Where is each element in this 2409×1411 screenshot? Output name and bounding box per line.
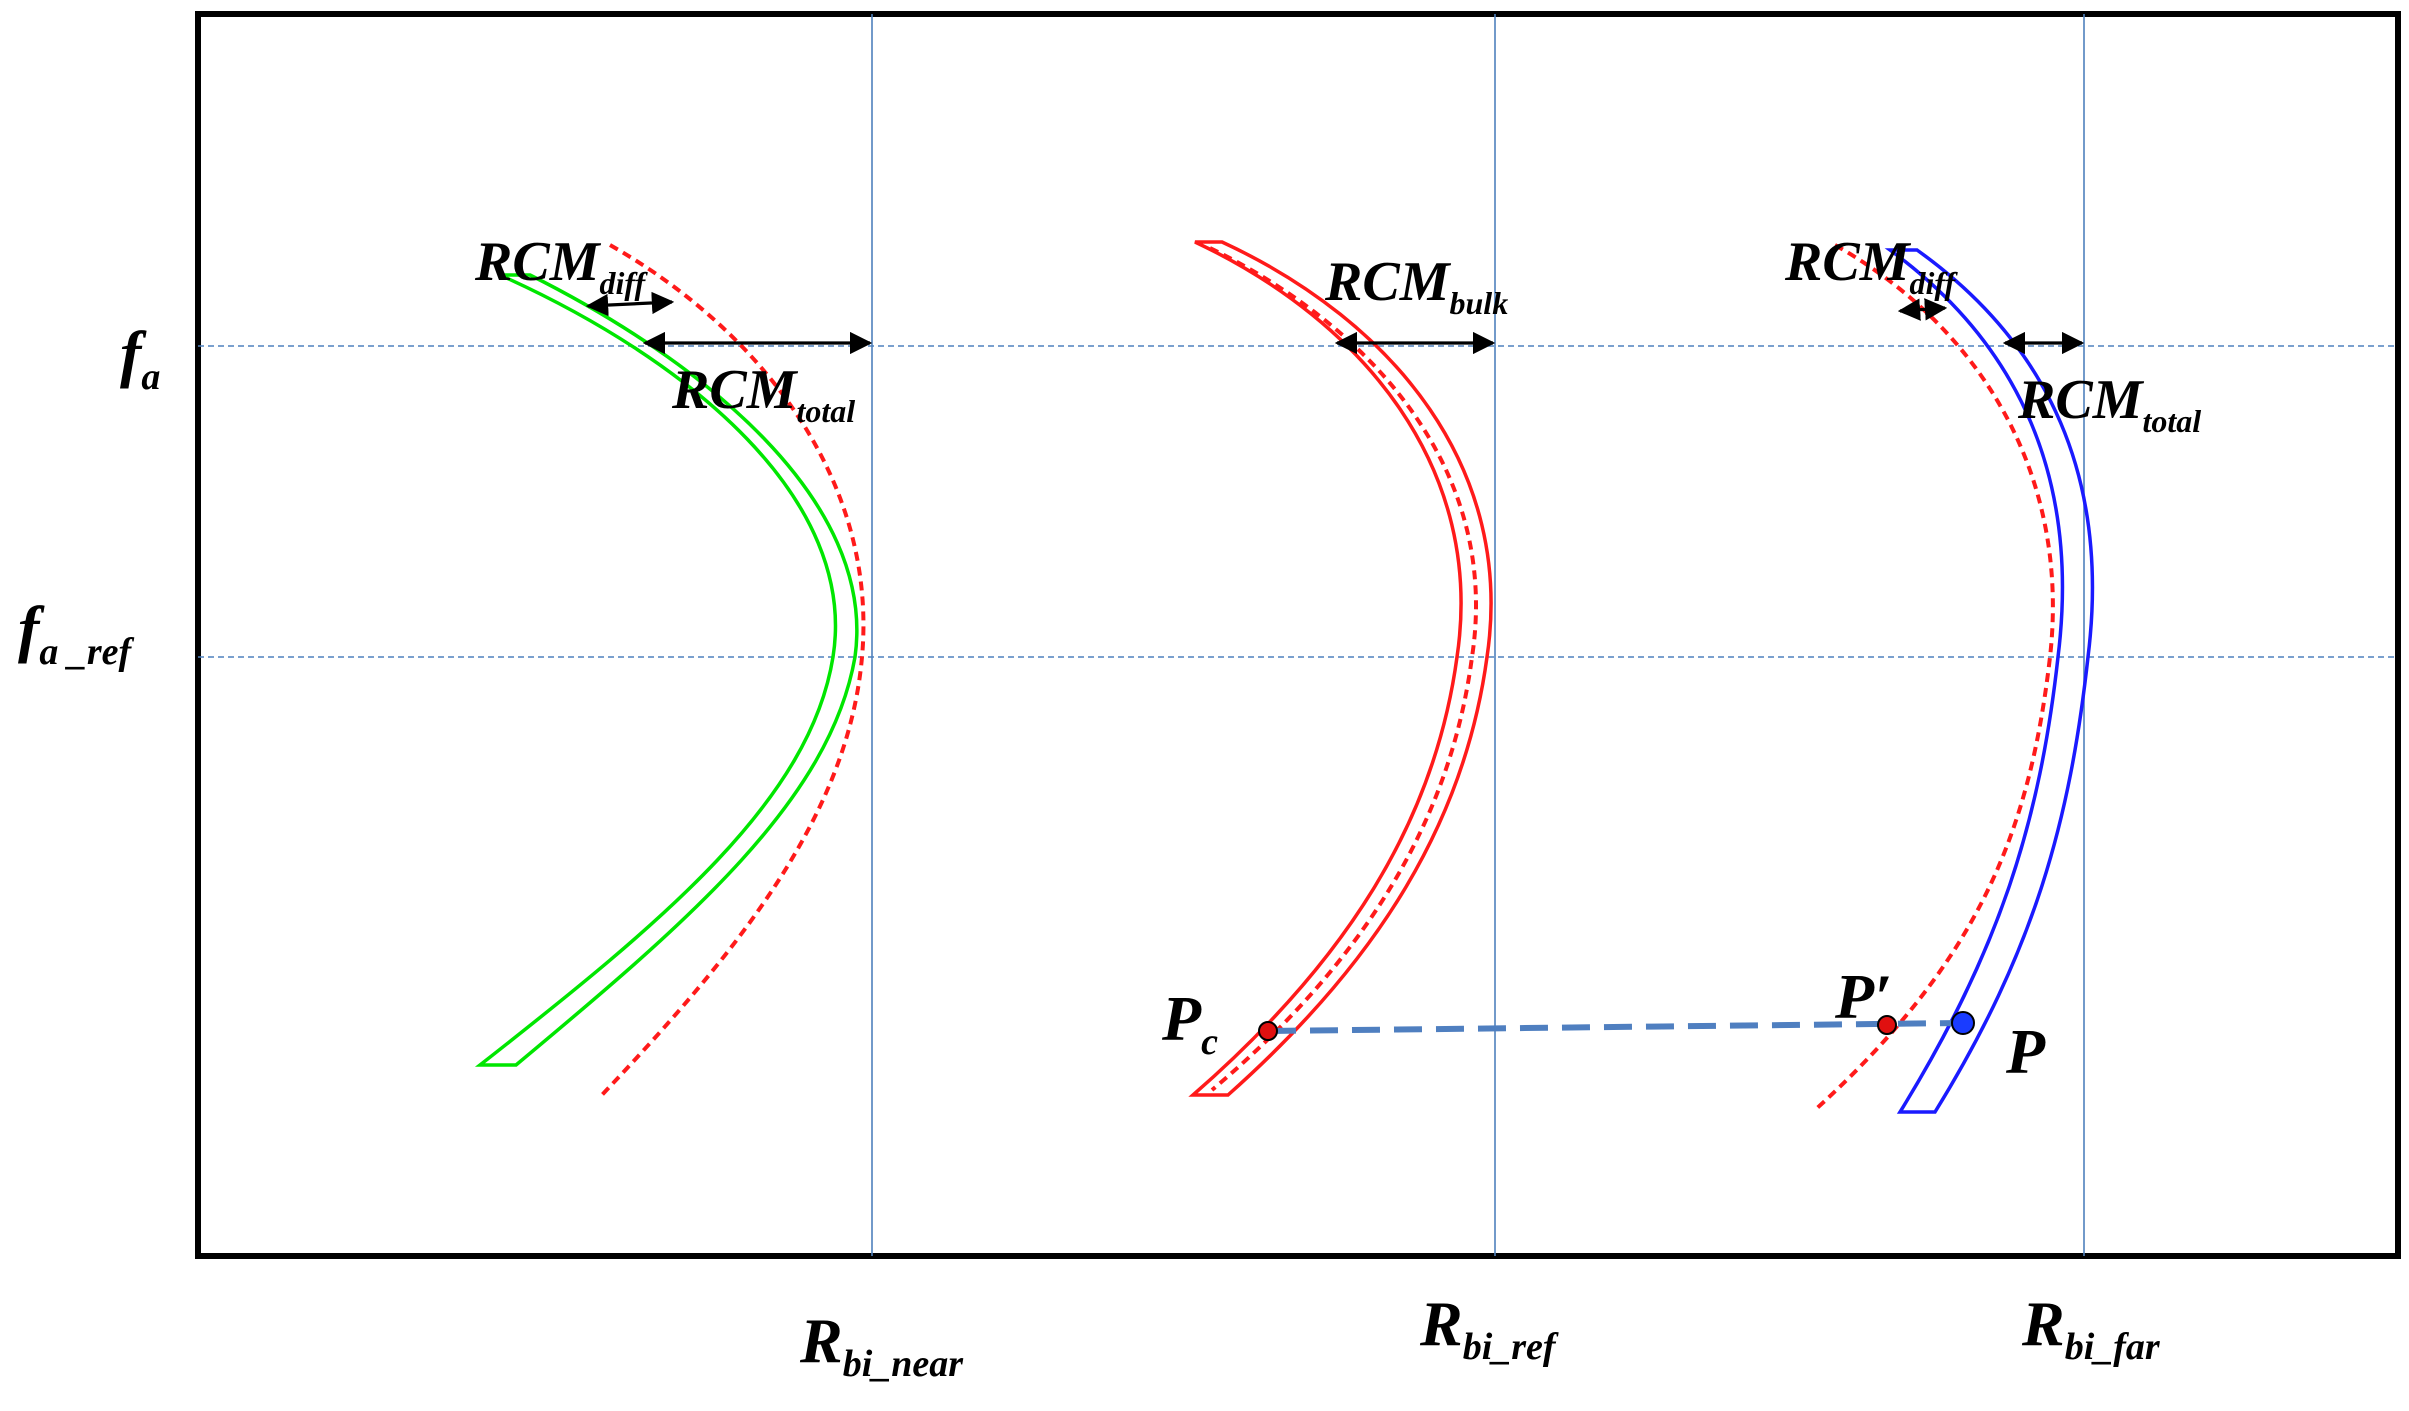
near-curve-band bbox=[474, 273, 859, 1067]
label-fa: fa bbox=[120, 318, 160, 398]
label-p: P bbox=[2005, 1016, 2046, 1087]
measurement-arrows bbox=[585, 291, 2085, 355]
ref-curve-band bbox=[1188, 240, 1493, 1097]
label-near-rcm-diff: RCMdiff bbox=[474, 231, 648, 301]
label-r-ref: Rbi_ref bbox=[1419, 1288, 1559, 1368]
label-r-far: Rbi_far bbox=[2021, 1288, 2161, 1368]
label-far-rcm-diff: RCMdiff bbox=[1784, 231, 1958, 301]
label-r-near: Rbi_near bbox=[799, 1305, 964, 1385]
range-lines bbox=[871, 14, 2085, 1256]
label-p-prime: P′ bbox=[1834, 961, 1892, 1032]
label-far-rcm-total: RCMtotal bbox=[2017, 369, 2201, 439]
label-pc: Pc bbox=[1161, 983, 1218, 1063]
label-near-rcm-total: RCMtotal bbox=[671, 359, 855, 429]
point-p bbox=[1951, 1011, 1975, 1035]
point-pc bbox=[1258, 1021, 1278, 1041]
arrow-far-diff bbox=[1897, 298, 1948, 321]
arrow-near-diff bbox=[585, 291, 675, 317]
point-link-line bbox=[1267, 1020, 1964, 1034]
far-dotted-curve bbox=[1813, 243, 2055, 1112]
plot-frame bbox=[195, 11, 2401, 1259]
far-curve-band bbox=[1884, 248, 2095, 1114]
label-fa-ref: fa _ref bbox=[18, 593, 134, 673]
label-rcm-bulk: RCMbulk bbox=[1324, 251, 1508, 321]
ref-dotted-curve bbox=[1209, 246, 1478, 1092]
point-p-prime bbox=[1877, 1015, 1897, 1035]
